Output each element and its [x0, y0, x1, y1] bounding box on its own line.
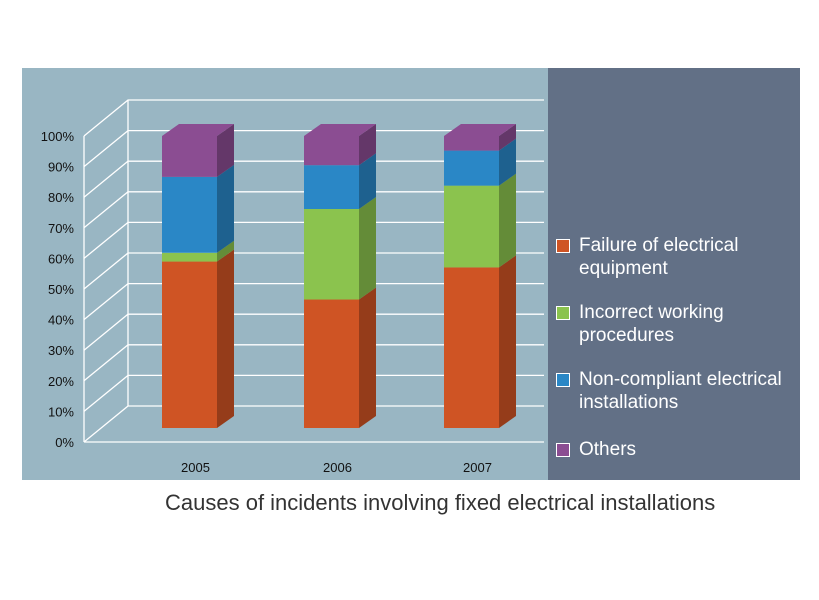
legend-label-incorrect: Incorrect working procedures: [579, 302, 724, 346]
chart-caption: Causes of incidents involving fixed elec…: [165, 490, 716, 515]
bar-2005-series-2: [162, 176, 217, 253]
y-tick-label-5: 50%: [48, 282, 74, 297]
legend-item-others: Others: [556, 438, 799, 461]
bar-side-2007-series-2: [499, 138, 516, 186]
x-tick-label-2005: 2005: [181, 460, 210, 475]
grid-layer: [83, 99, 544, 443]
bar-side-2005-series-2: [217, 164, 234, 253]
legend-panel: Failure of electrical equipment Incorrec…: [548, 68, 800, 480]
y-tick-label-2: 20%: [48, 374, 74, 389]
y-tick-label-0: 0%: [55, 435, 74, 450]
bar-2006-series-0: [304, 299, 359, 428]
bar-side-2007-series-0: [499, 255, 516, 428]
y-tick-label-9: 90%: [48, 160, 74, 175]
bar-side-2006-series-3: [359, 124, 376, 166]
bar-side-2007-series-1: [499, 173, 516, 268]
tick-layer: 0% 10% 20% 30% 40% 50% 60% 70% 80% 90% 100% 2005 200…: [41, 129, 492, 475]
bar-top-2007: [444, 124, 516, 136]
bar-layer: [162, 124, 516, 428]
legend-swatch-others: [556, 443, 570, 457]
bar-2005-series-3: [162, 136, 217, 177]
legend-label-failure: Failure of electrical equipment: [579, 235, 739, 279]
y-tick-label-4: 40%: [48, 313, 74, 328]
bar-side-2007-series-3: [499, 124, 516, 151]
legend-item-noncompliant: Non-compliant electrical installations: [556, 368, 799, 414]
bar-side-2005-series-0: [217, 249, 234, 428]
bar-2007-series-0: [444, 267, 499, 428]
bar-2005-series-1: [162, 252, 217, 262]
bar-2007-series-1: [444, 185, 499, 268]
bar-2007-series-3: [444, 136, 499, 151]
bar-2006-series-3: [304, 136, 359, 166]
y-tick-label-6: 60%: [48, 251, 74, 266]
legend-item-incorrect: Incorrect working procedures: [556, 301, 799, 347]
bar-side-2006-series-0: [359, 287, 376, 428]
bar-2007-series-2: [444, 150, 499, 186]
bar-side-2006-series-1: [359, 197, 376, 300]
legend-item-failure: Failure of electrical equipment: [556, 234, 799, 280]
legend-swatch-failure: [556, 239, 570, 253]
x-tick-label-2006: 2006: [323, 460, 352, 475]
bar-2006-series-2: [304, 165, 359, 209]
bar-2005-series-0: [162, 261, 217, 428]
y-tick-label-7: 70%: [48, 221, 74, 236]
legend-swatch-noncompliant: [556, 373, 570, 387]
legend-swatch-incorrect: [556, 306, 570, 320]
y-tick-label-1: 10%: [48, 404, 74, 419]
y-tick-label-8: 80%: [48, 190, 74, 205]
bar-top-2005: [162, 124, 234, 136]
bar-side-2005-series-3: [217, 124, 234, 177]
bar-side-2005-series-1: [217, 240, 234, 262]
legend-label-noncompliant: Non-compliant electrical installations: [579, 369, 782, 413]
chart-area: 0% 10% 20% 30% 40% 50% 60% 70% 80% 90% 100% 2005 200…: [41, 99, 544, 475]
x-tick-label-2007: 2007: [463, 460, 492, 475]
bar-2006-series-1: [304, 209, 359, 300]
bar-top-2006: [304, 124, 376, 136]
y-tick-label-3: 30%: [48, 343, 74, 358]
y-tick-label-10: 100%: [41, 129, 75, 144]
bar-side-2006-series-2: [359, 153, 376, 209]
chart-panel: 0% 10% 20% 30% 40% 50% 60% 70% 80% 90% 100% 2005 200…: [22, 68, 548, 480]
legend-label-others: Others: [579, 439, 637, 460]
